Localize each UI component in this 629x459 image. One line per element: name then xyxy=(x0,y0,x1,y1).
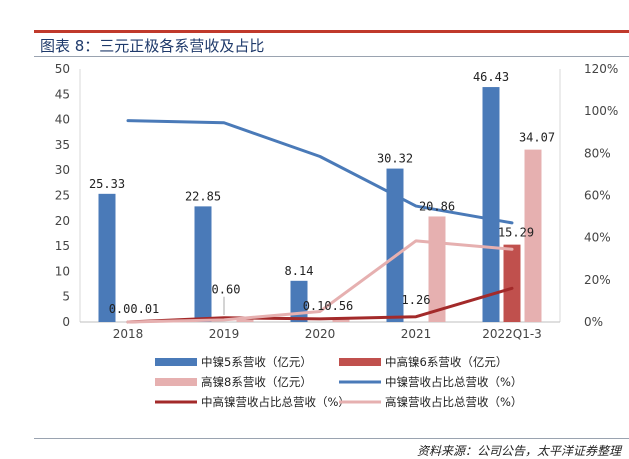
y-left-tick-label: 45 xyxy=(55,87,70,101)
y-left-tick-label: 5 xyxy=(62,290,70,304)
y-left-tick-label: 15 xyxy=(55,239,70,253)
title-divider xyxy=(34,56,629,57)
footer-divider xyxy=(34,438,629,439)
y-right-tick-label: 120% xyxy=(584,62,618,76)
data-label: 22.85 xyxy=(185,189,221,203)
bar-3 xyxy=(524,149,542,322)
y-right-tick-label: 100% xyxy=(584,104,618,118)
legend-label: 高镍营收占比总营收（%） xyxy=(385,395,522,409)
bar-1 xyxy=(98,193,116,322)
y-left-tick-label: 40 xyxy=(55,113,70,127)
bar-1 xyxy=(386,168,404,322)
data-label: 20.86 xyxy=(419,199,455,213)
x-tick-label: 2021 xyxy=(401,327,432,341)
legend-label: 中镍5系营收（亿元） xyxy=(201,355,312,369)
x-tick-label: 2018 xyxy=(113,327,144,341)
x-tick-label: 2020 xyxy=(305,327,336,341)
bar-1 xyxy=(194,206,212,322)
legend-swatch-bar xyxy=(155,358,197,366)
y-left-tick-label: 35 xyxy=(55,138,70,152)
header-accent-rule xyxy=(34,30,629,33)
legend-label: 中高镍6系营收（亿元） xyxy=(385,355,507,369)
y-left-tick-label: 30 xyxy=(55,163,70,177)
data-label: 34.07 xyxy=(519,131,555,145)
legend-swatch-bar xyxy=(339,358,381,366)
data-label: 25.33 xyxy=(89,177,125,191)
legend-label: 高镍8系营收（亿元） xyxy=(201,375,312,389)
source-note: 资料来源：公司公告，太平洋证券整理 xyxy=(416,444,621,458)
y-left-tick-label: 0 xyxy=(62,315,70,329)
y-left-tick-label: 25 xyxy=(55,189,70,203)
bar-3 xyxy=(428,216,446,322)
y-left-tick-label: 20 xyxy=(55,214,70,228)
data-label: 0.60 xyxy=(212,283,241,297)
chart-title: 图表 8：三元正极各系营收及占比 xyxy=(40,37,265,55)
line-series-1 xyxy=(126,119,514,225)
data-label: 0.00.01 xyxy=(109,302,160,316)
bar-1 xyxy=(482,87,500,322)
bar-3 xyxy=(236,318,254,322)
y-right-tick-label: 80% xyxy=(584,146,611,160)
bar-2 xyxy=(503,244,521,322)
data-label: 15.29 xyxy=(498,226,534,240)
bar-3 xyxy=(332,319,350,322)
legend-label: 中镍营收占比总营收（%） xyxy=(385,375,522,389)
legend-label: 中高镍营收占比总营收（%） xyxy=(201,395,350,409)
y-right-tick-label: 60% xyxy=(584,189,611,203)
line-series-3 xyxy=(126,239,514,324)
data-label: 8.14 xyxy=(285,264,314,278)
y-left-tick-label: 50 xyxy=(55,62,70,76)
legend-swatch-bar xyxy=(155,378,197,386)
data-label: 46.43 xyxy=(473,70,509,84)
y-right-tick-label: 20% xyxy=(584,273,611,287)
y-right-tick-label: 40% xyxy=(584,231,611,245)
data-label: 1.26 xyxy=(402,293,431,307)
data-label: 0.10.56 xyxy=(303,299,354,313)
x-tick-label: 2022Q1-3 xyxy=(482,327,542,341)
y-left-tick-label: 10 xyxy=(55,264,70,278)
y-right-tick-label: 0% xyxy=(584,315,603,329)
x-tick-label: 2019 xyxy=(209,327,240,341)
data-label: 30.32 xyxy=(377,152,413,166)
